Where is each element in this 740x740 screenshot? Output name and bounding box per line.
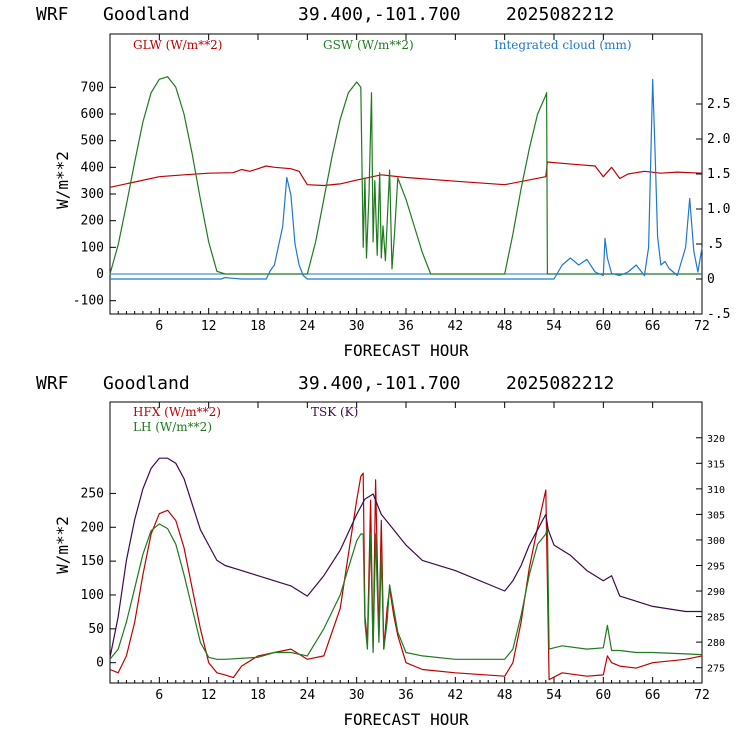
top-series-line-1 (109, 161, 703, 188)
bottom-series-line-3 (109, 457, 702, 658)
bottom-y2-tick-label: 290 (707, 587, 725, 598)
bottom-x-tick-label: 48 (497, 688, 513, 703)
top-y2-tick-label: 2.0 (707, 132, 730, 147)
bottom-y2-tick-label: 300 (707, 536, 725, 547)
top-header-site: Goodland (103, 4, 190, 25)
top-x-tick-label: 72 (694, 319, 710, 334)
bottom-header-site: Goodland (103, 373, 190, 394)
bottom-y-tick-label: 250 (81, 486, 104, 501)
top-y2-tick-label: 1.0 (707, 202, 730, 217)
bottom-y2-tick-label: 310 (707, 485, 725, 496)
bottom-legend-tsk: TSK (K) (311, 405, 358, 419)
top-x-tick-label: 30 (349, 319, 365, 334)
top-header-coords: 39.400,-101.700 (298, 4, 461, 25)
top-y2-tick-label: 0 (707, 272, 715, 287)
bottom-x-tick-label: 18 (250, 688, 266, 703)
top-series (109, 76, 703, 280)
top-x-tick-label: 60 (596, 319, 612, 334)
top-chart: WRF Goodland 39.400,-101.700 2025082212 … (36, 4, 730, 360)
top-header-run: 2025082212 (506, 4, 614, 25)
bottom-x-tick-label: 24 (300, 688, 316, 703)
bottom-legend-lh: LH (W/m**2) (133, 420, 212, 434)
top-x-tick-label: 24 (300, 319, 316, 334)
bottom-y2-tick-label: 320 (707, 434, 725, 445)
top-legend-cloud: Integrated cloud (mm) (494, 38, 632, 52)
bottom-x-tick-label: 30 (349, 688, 365, 703)
bottom-header-coords: 39.400,-101.700 (298, 373, 461, 394)
bottom-x-tick-label: 42 (448, 688, 464, 703)
bottom-y2-tick-label: 295 (707, 561, 725, 572)
bottom-y2-tick-label: 280 (707, 638, 725, 649)
bottom-x-tick-label: 36 (398, 688, 414, 703)
top-y-tick-label: 0 (96, 267, 104, 282)
bottom-y-tick-label: 0 (96, 656, 104, 671)
top-x-tick-label: 36 (398, 319, 414, 334)
top-y-tick-label: 200 (81, 214, 104, 229)
top-x-tick-label: 48 (497, 319, 513, 334)
top-legend-gsw: GSW (W/m**2) (323, 38, 414, 52)
top-x-axis-label: FORECAST HOUR (343, 341, 469, 360)
top-y2-tick-label: .5 (707, 237, 723, 252)
top-y-tick-label: 600 (81, 107, 104, 122)
top-x-tick-label: 6 (155, 319, 163, 334)
bottom-header-run: 2025082212 (506, 373, 614, 394)
bottom-series (109, 457, 703, 681)
bottom-chart: WRF Goodland 39.400,-101.700 2025082212 … (36, 373, 725, 729)
bottom-legend-hfx: HFX (W/m**2) (133, 405, 221, 419)
top-header-model: WRF (36, 4, 69, 25)
top-ticks: 6 12 18 24 30 36 42 48 54 60 66 72 -100 0 100 200 300 400… (73, 34, 730, 334)
top-x-tick-label: 66 (645, 319, 661, 334)
bottom-series-line-1 (109, 472, 703, 681)
bottom-series-line-2 (109, 523, 703, 660)
bottom-x-tick-label: 54 (546, 688, 562, 703)
bottom-x-tick-label: 66 (645, 688, 661, 703)
top-y-tick-label: 100 (81, 240, 104, 255)
bottom-header-model: WRF (36, 373, 69, 394)
top-x-tick-label: 42 (448, 319, 464, 334)
bottom-y2-tick-label: 305 (707, 510, 725, 521)
top-x-tick-label: 54 (546, 319, 562, 334)
top-y2-tick-label: 2.5 (707, 97, 730, 112)
bottom-y2-tick-label: 285 (707, 613, 725, 624)
bottom-y-tick-label: 50 (88, 622, 104, 637)
bottom-y-tick-label: 200 (81, 520, 104, 535)
top-y-tick-label: 700 (81, 80, 104, 95)
bottom-y-tick-label: 100 (81, 588, 104, 603)
top-y-tick-label: 500 (81, 134, 104, 149)
bottom-x-tick-label: 72 (694, 688, 710, 703)
bottom-x-tick-label: 12 (201, 688, 217, 703)
top-y2-tick-label: -.5 (707, 307, 730, 322)
bottom-x-tick-label: 6 (155, 688, 163, 703)
top-series-line-2 (109, 76, 702, 275)
top-y-tick-label: 300 (81, 187, 104, 202)
bottom-x-tick-label: 60 (596, 688, 612, 703)
bottom-y-axis-label: W/m**2 (53, 516, 72, 574)
top-y-tick-label: -100 (73, 294, 104, 309)
bottom-y2-tick-label: 315 (707, 459, 725, 470)
top-y-axis-label: W/m**2 (53, 151, 72, 209)
top-y2-tick-label: 1.5 (707, 167, 730, 182)
bottom-x-axis-label: FORECAST HOUR (343, 710, 469, 729)
top-x-tick-label: 12 (201, 319, 217, 334)
top-legend-glw: GLW (W/m**2) (133, 38, 222, 52)
top-series-line-3 (110, 78, 703, 280)
top-y-tick-label: 400 (81, 160, 104, 175)
bottom-y2-tick-label: 275 (707, 664, 725, 675)
bottom-ticks: 6 12 18 24 30 36 42 48 54 60 66 72 0 50 100 150 200 250 27… (81, 402, 725, 703)
bottom-y-tick-label: 150 (81, 554, 104, 569)
bottom-plot-frame (109, 401, 703, 684)
top-x-tick-label: 18 (250, 319, 266, 334)
